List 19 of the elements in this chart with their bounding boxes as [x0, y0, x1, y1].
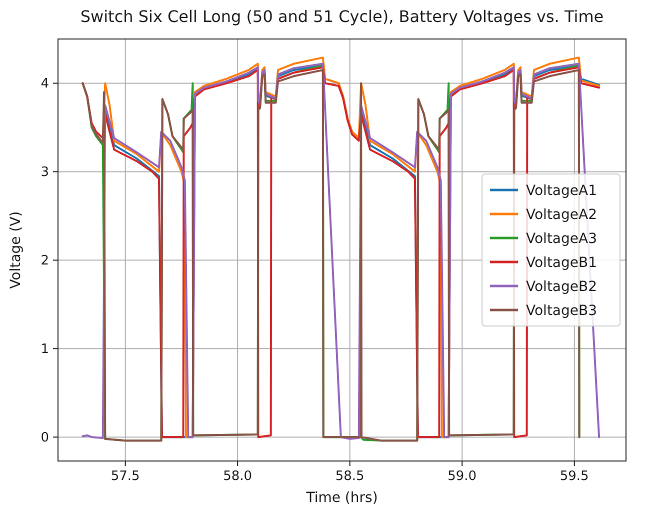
x-tick-label: 59.0 [448, 469, 477, 484]
y-tick-label: 3 [40, 165, 49, 180]
x-axis-title: Time (hrs) [305, 490, 378, 506]
x-tick-label: 57.5 [110, 469, 140, 484]
x-tick-label: 58.0 [223, 469, 252, 484]
chart-title: Switch Six Cell Long (50 and 51 Cycle), Battery Voltages vs. Time [80, 7, 604, 26]
x-tick-label: 58.5 [335, 469, 364, 484]
legend-label: VoltageA1 [526, 183, 597, 199]
legend-label: VoltageA3 [526, 231, 597, 247]
legend-label: VoltageA2 [526, 207, 597, 223]
y-tick-label: 0 [40, 430, 49, 446]
legend-label: VoltageB3 [526, 303, 598, 319]
legend-label: VoltageB1 [526, 255, 598, 271]
legend-label: VoltageB2 [526, 279, 598, 295]
y-axis-title: Voltage (V) [8, 211, 24, 289]
y-tick-label: 1 [40, 342, 49, 358]
y-tick-label: 2 [40, 254, 49, 269]
y-tick-label: 4 [40, 76, 49, 92]
x-tick-label: 59.5 [560, 469, 589, 484]
